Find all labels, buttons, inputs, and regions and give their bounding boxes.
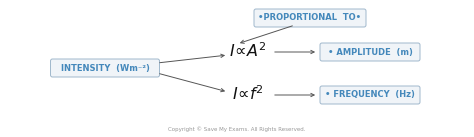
Text: INTENSITY  (Wm⁻²): INTENSITY (Wm⁻²) — [61, 64, 149, 72]
Text: $I\!\propto\!A^2$: $I\!\propto\!A^2$ — [229, 43, 267, 61]
FancyBboxPatch shape — [254, 9, 366, 27]
FancyBboxPatch shape — [320, 86, 420, 104]
Text: • FREQUENCY  (Hz): • FREQUENCY (Hz) — [325, 91, 415, 99]
FancyBboxPatch shape — [51, 59, 159, 77]
Text: Copyright © Save My Exams. All Rights Reserved.: Copyright © Save My Exams. All Rights Re… — [168, 126, 306, 132]
Text: •PROPORTIONAL  TO•: •PROPORTIONAL TO• — [258, 14, 362, 22]
Text: • AMPLITUDE  (m): • AMPLITUDE (m) — [328, 48, 412, 56]
Text: $I\!\propto\!f^2$: $I\!\propto\!f^2$ — [232, 86, 264, 104]
FancyBboxPatch shape — [320, 43, 420, 61]
